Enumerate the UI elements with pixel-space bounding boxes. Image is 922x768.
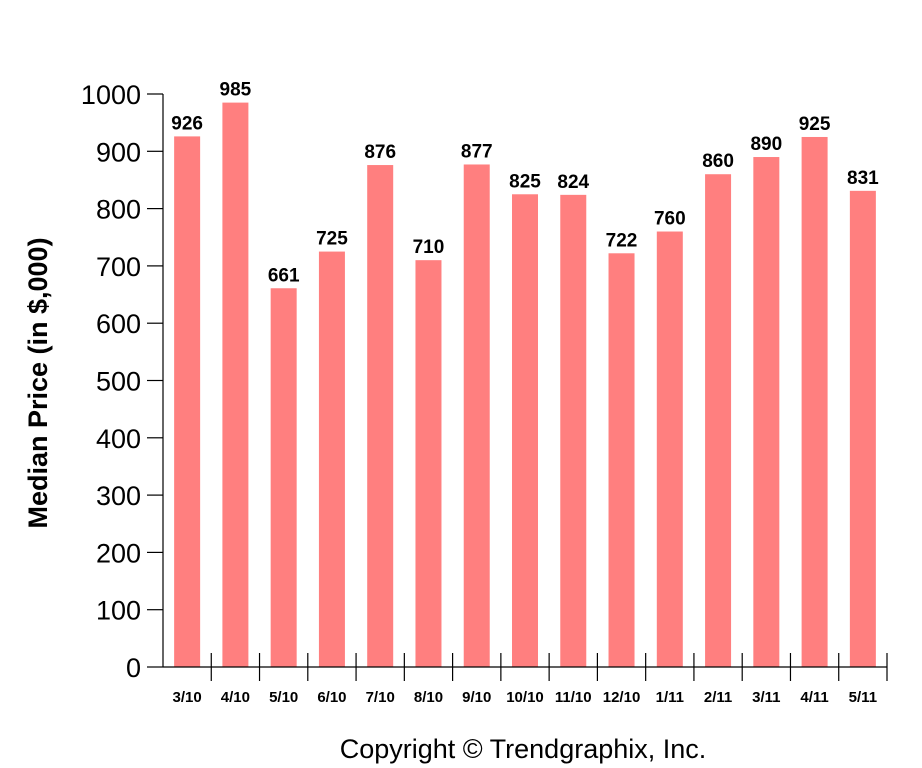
data-label-11-10: 824 bbox=[557, 172, 589, 193]
y-tick-label: 400 bbox=[96, 424, 141, 454]
bar-4-10 bbox=[222, 102, 249, 668]
data-label-3-10: 926 bbox=[171, 113, 203, 134]
y-tick-label: 600 bbox=[96, 309, 141, 339]
x-tick-label-4-11: 4/11 bbox=[800, 689, 828, 706]
data-label-10-10: 825 bbox=[509, 171, 541, 192]
x-tick-label-11-10: 11/10 bbox=[555, 689, 592, 706]
data-label-5-10: 661 bbox=[268, 265, 300, 286]
bar-3-11 bbox=[753, 157, 780, 667]
bar-2-11 bbox=[705, 174, 732, 667]
y-tick-label: 500 bbox=[96, 367, 141, 397]
data-label-7-10: 876 bbox=[364, 142, 396, 163]
data-label-1-11: 760 bbox=[654, 209, 686, 230]
x-tick-label-9-10: 9/10 bbox=[462, 689, 491, 706]
bar-10-10 bbox=[512, 194, 538, 667]
x-tick-label-2-11: 2/11 bbox=[704, 689, 732, 706]
x-tick-label-4-10: 4/10 bbox=[221, 689, 250, 706]
bar-3-10 bbox=[174, 136, 201, 667]
bar-4-11 bbox=[801, 136, 828, 668]
x-tick-label-3-11: 3/11 bbox=[752, 689, 780, 706]
data-labels-group: 926 985 661 725 876 710 877 825 824 722 760 860 890 9… bbox=[171, 80, 879, 287]
data-label-12-10: 722 bbox=[606, 230, 638, 251]
y-tick-label: 300 bbox=[96, 481, 141, 511]
data-label-4-10: 985 bbox=[220, 80, 252, 101]
x-tick-label-7-10: 7/10 bbox=[366, 689, 395, 706]
y-tick-label: 0 bbox=[126, 653, 141, 683]
data-label-6-10: 725 bbox=[316, 229, 348, 250]
y-tick-label: 800 bbox=[96, 195, 141, 225]
data-label-8-10: 710 bbox=[413, 237, 445, 258]
x-tick-label-5-10: 5/10 bbox=[269, 689, 298, 706]
x-tick-label-6-10: 6/10 bbox=[317, 689, 346, 706]
y-tick-label: 900 bbox=[96, 137, 141, 167]
data-label-2-11: 860 bbox=[702, 151, 734, 172]
bar-5-10 bbox=[270, 288, 297, 667]
bar-11-10 bbox=[560, 194, 587, 667]
y-axis: 0 100 200 300 400 500 600 700 800 900 1000 bbox=[81, 80, 164, 683]
data-label-3-11: 890 bbox=[750, 134, 782, 155]
data-label-9-10: 877 bbox=[461, 141, 493, 162]
x-tick-label-1-11: 1/11 bbox=[656, 689, 684, 706]
bar-8-10 bbox=[415, 260, 442, 667]
data-label-5-11: 831 bbox=[847, 168, 879, 189]
bar-9-10 bbox=[463, 164, 490, 668]
bar-5-11 bbox=[849, 190, 876, 667]
bar-12-10 bbox=[608, 253, 635, 668]
y-tick-label: 700 bbox=[96, 252, 141, 282]
x-tick-label-12-10: 12/10 bbox=[603, 689, 641, 706]
bar-6-10 bbox=[318, 251, 345, 667]
data-label-4-11: 925 bbox=[799, 114, 831, 135]
x-tick-label-8-10: 8/10 bbox=[414, 689, 443, 706]
copyright-footer: Copyright © Trendgraphix, Inc. bbox=[340, 734, 707, 764]
bar-1-11 bbox=[656, 231, 683, 667]
x-tick-label-3-10: 3/10 bbox=[173, 689, 202, 706]
bars-group bbox=[174, 102, 876, 668]
y-tick-label: 1000 bbox=[81, 80, 141, 110]
x-tick-label-10-10: 10/10 bbox=[506, 689, 544, 706]
bar-7-10 bbox=[367, 165, 394, 668]
y-tick-label: 200 bbox=[96, 538, 141, 568]
y-tick-label: 100 bbox=[96, 596, 141, 626]
y-axis-title: Median Price (in $,000) bbox=[23, 237, 53, 528]
x-axis: 3/10 4/10 5/10 6/10 7/10 8/10 9/10 10/10 11/10 12… bbox=[163, 653, 888, 706]
x-tick-label-5-11: 5/11 bbox=[849, 689, 877, 706]
